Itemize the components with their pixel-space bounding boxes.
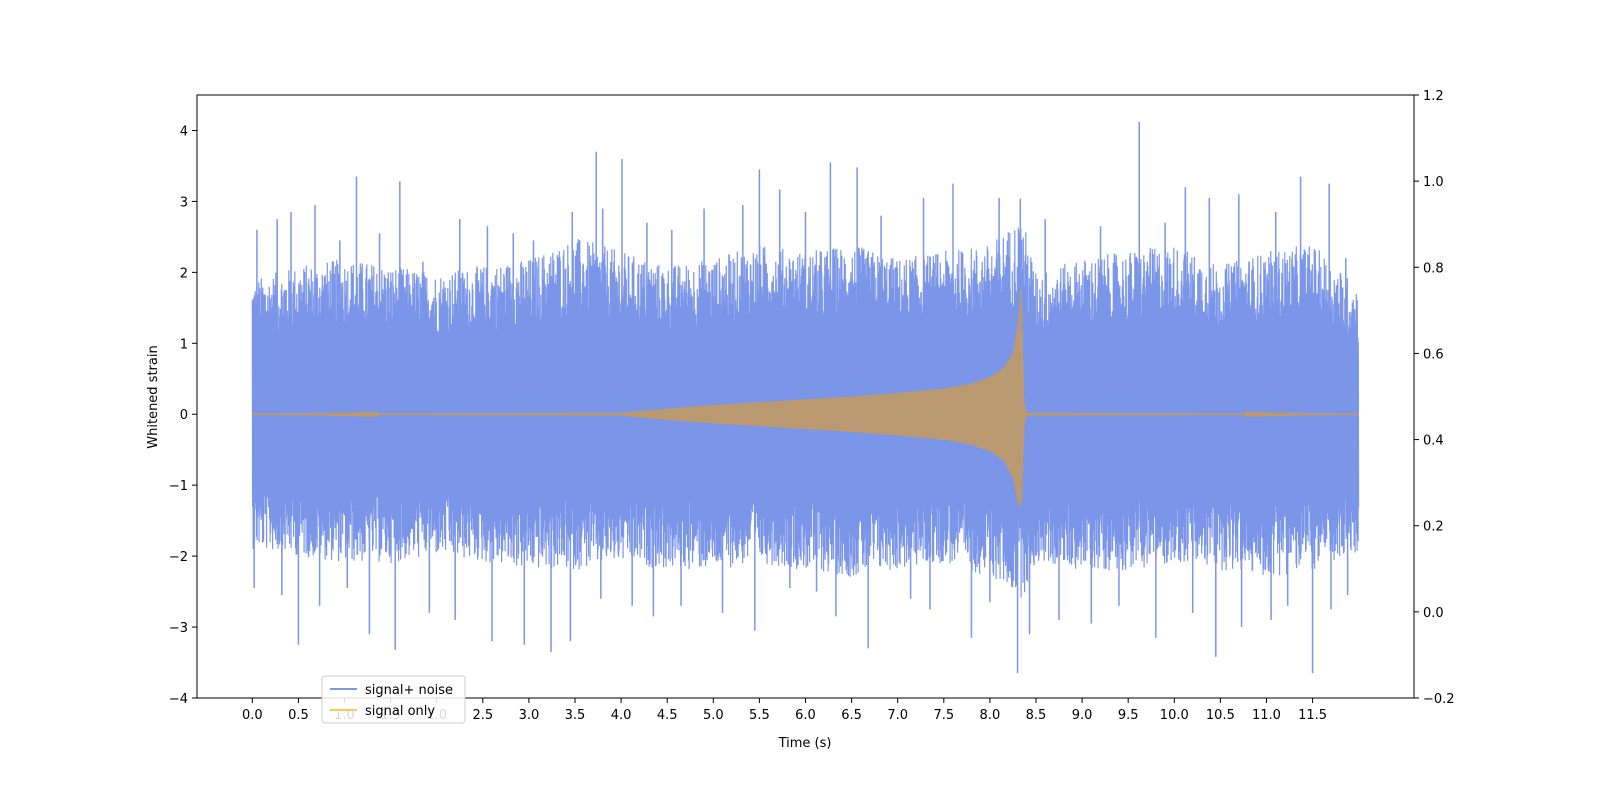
x-tick-label: 7.5	[933, 708, 954, 723]
signal-noise-series	[251, 121, 1360, 674]
y-tick-label: 3	[180, 195, 188, 210]
y-tick-label: 0	[180, 408, 188, 423]
y2-tick-label: 0.8	[1423, 261, 1444, 276]
y-tick-label: 4	[180, 124, 188, 139]
legend: signal+ noise signal only	[321, 675, 466, 724]
x-tick-label: 5.5	[749, 708, 770, 723]
x-tick-label: 11.0	[1252, 708, 1281, 723]
x-axis-label: Time (s)	[778, 736, 832, 751]
x-tick-label: 4.5	[657, 708, 678, 723]
signal-only-series	[252, 289, 1359, 507]
legend-box	[321, 675, 466, 724]
y-tick-label: −3	[169, 621, 188, 636]
x-tick-label: 10.0	[1160, 708, 1189, 723]
y-axis-label: Whitened strain	[146, 345, 161, 448]
x-tick-label: 3.0	[519, 708, 540, 723]
y-axis-ticks: −4 −3 −2 −1 0 1 2 3 4	[169, 124, 197, 707]
x-tick-label: 8.0	[980, 708, 1001, 723]
x-tick-label: 6.0	[795, 708, 816, 723]
x-tick-label: 9.0	[1072, 708, 1093, 723]
x-tick-label: 2.5	[472, 708, 493, 723]
x-tick-label: 6.5	[841, 708, 862, 723]
x-tick-label: 4.0	[611, 708, 632, 723]
x-tick-label: 9.5	[1118, 708, 1139, 723]
legend-label-signal-noise: signal+ noise	[365, 683, 453, 698]
x-tick-label: 0.5	[288, 708, 309, 723]
x-tick-label: 0.0	[242, 708, 263, 723]
y2-tick-label: 1.0	[1423, 175, 1444, 190]
x-tick-label: 7.0	[887, 708, 908, 723]
y2-axis-ticks: −0.2 0.0 0.2 0.4 0.6 0.8 1.0 1.2	[1414, 89, 1455, 707]
x-tick-label: 8.5	[1026, 708, 1047, 723]
y-tick-label: −1	[169, 479, 188, 494]
y-tick-label: −4	[169, 692, 188, 707]
y2-tick-label: −0.2	[1423, 692, 1455, 707]
y2-tick-label: 0.2	[1423, 520, 1444, 535]
x-tick-label: 5.0	[703, 708, 724, 723]
y2-tick-label: 1.2	[1423, 89, 1444, 104]
legend-label-signal-only: signal only	[365, 704, 435, 719]
y-tick-label: 2	[180, 266, 188, 281]
y2-tick-label: 0.4	[1423, 434, 1444, 449]
y2-tick-label: 0.6	[1423, 347, 1444, 362]
y-tick-label: 1	[180, 337, 188, 352]
x-tick-label: 3.5	[565, 708, 586, 723]
y2-tick-label: 0.0	[1423, 606, 1444, 621]
y-tick-label: −2	[169, 550, 188, 565]
x-tick-label: 11.5	[1298, 708, 1327, 723]
x-tick-label: 10.5	[1206, 708, 1235, 723]
